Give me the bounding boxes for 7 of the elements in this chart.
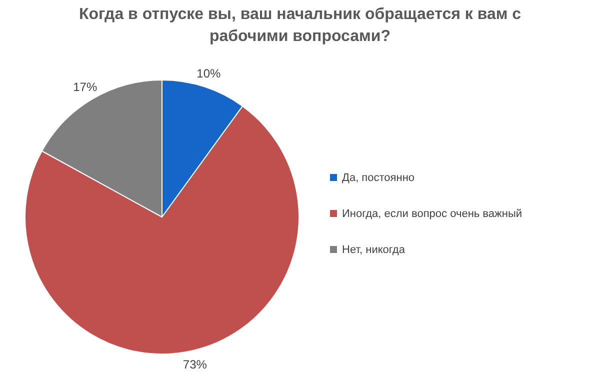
legend-label: Да, постоянно xyxy=(341,172,416,184)
legend-label: Иногда, если вопрос очень важный xyxy=(341,208,523,220)
data-label: 73% xyxy=(182,357,208,372)
chart-title: Когда в отпуске вы, ваш начальник обращается к вам с рабочими вопросами? xyxy=(78,5,522,47)
data-label: 10% xyxy=(196,66,221,80)
legend-label: Нет, никогда xyxy=(341,244,406,256)
data-label: 17% xyxy=(73,80,98,94)
